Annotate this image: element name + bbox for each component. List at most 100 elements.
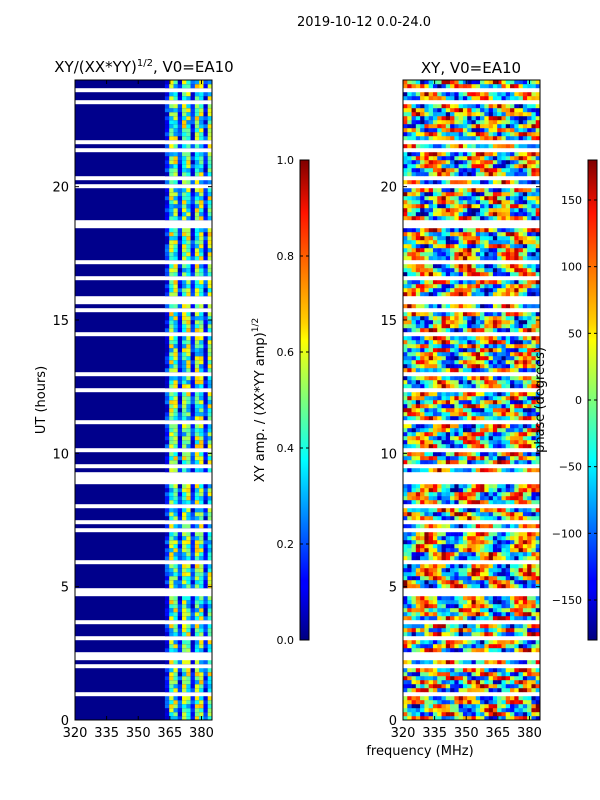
heat-cell	[190, 376, 196, 381]
heat-cell	[475, 628, 481, 633]
heat-cell	[407, 708, 412, 713]
heat-cell	[424, 668, 429, 673]
heat-cell	[164, 392, 170, 397]
heat-row	[75, 508, 212, 513]
heat-cell	[420, 272, 425, 277]
heat-cell	[203, 144, 208, 149]
heat-cell	[164, 292, 170, 297]
heat-cell	[182, 688, 187, 693]
heat-cell	[535, 484, 541, 489]
heat-cell	[207, 320, 213, 325]
heat-cell	[450, 376, 455, 381]
heat-cell	[518, 676, 524, 681]
heat-cell	[492, 292, 498, 297]
heat-cell	[169, 192, 174, 197]
heat-cell	[190, 544, 196, 549]
heat-cell	[203, 152, 208, 157]
heat-cell	[497, 380, 502, 385]
heat-cell	[415, 172, 421, 177]
heat-cell	[420, 428, 425, 433]
heat-cell	[428, 312, 434, 317]
heat-cell	[488, 368, 494, 373]
left-title-main: XY/(XX*YY)	[54, 58, 137, 76]
heat-cell	[445, 180, 451, 185]
heat-cell	[531, 668, 536, 673]
heat-cell	[164, 564, 170, 569]
heat-cell	[475, 568, 481, 573]
heat-cell	[432, 660, 438, 665]
heat-cell	[441, 364, 447, 369]
heat-cell	[432, 688, 438, 693]
heat-cell	[415, 248, 421, 253]
heat-cell	[462, 640, 468, 645]
heat-cell	[514, 532, 519, 537]
heat-cell	[437, 324, 442, 329]
heat-cell	[190, 172, 196, 177]
heat-cell	[514, 428, 519, 433]
heat-cell	[475, 292, 481, 297]
heat-cell	[458, 216, 464, 221]
heat-cell	[403, 360, 408, 365]
heat-cell	[207, 208, 213, 213]
heat-cell	[203, 80, 208, 85]
heat-cell	[497, 484, 502, 489]
heat-cell	[177, 320, 183, 325]
heat-cell	[484, 604, 489, 609]
heat-cell	[403, 540, 408, 545]
heat-cell	[450, 424, 455, 429]
heat-cell	[488, 316, 494, 321]
heat-cell	[199, 632, 204, 637]
heat-cell	[169, 284, 174, 289]
heat-cell	[164, 496, 170, 501]
heat-cell	[522, 196, 528, 201]
heat-cell	[190, 152, 196, 157]
heat-cell	[480, 648, 485, 653]
heat-cell	[462, 644, 468, 649]
heat-cell	[454, 256, 459, 261]
heat-cell	[186, 96, 191, 101]
heat-cell	[173, 324, 178, 329]
heat-cell	[407, 236, 412, 241]
heat-cell	[488, 508, 494, 513]
heat-cell	[505, 264, 511, 269]
heat-cell	[169, 132, 174, 137]
heat-cell	[190, 680, 196, 685]
heat-cell	[475, 540, 481, 545]
heat-cell	[432, 428, 438, 433]
heat-cell	[514, 712, 519, 717]
heat-cell	[467, 628, 472, 633]
heat-cell	[505, 336, 511, 341]
heat-cell	[190, 364, 196, 369]
heat-cell	[467, 468, 472, 473]
heat-cell	[199, 380, 204, 385]
heat-cell	[164, 544, 170, 549]
heat-cell	[505, 288, 511, 293]
heat-cell	[471, 580, 476, 585]
heat-cell	[514, 216, 519, 221]
heat-cell	[199, 416, 204, 421]
heat-cell	[475, 244, 481, 249]
heat-cell	[207, 256, 213, 261]
heat-cell	[527, 204, 532, 209]
heat-cell	[501, 688, 506, 693]
heat-cell	[514, 512, 519, 517]
heat-cell	[194, 80, 200, 85]
heat-cell	[424, 548, 429, 553]
heat-cell	[169, 120, 174, 125]
heat-cell	[445, 612, 451, 617]
heat-cell	[177, 160, 183, 165]
heat-cell	[514, 404, 519, 409]
heat-cell	[488, 400, 494, 405]
heat-cell	[467, 496, 472, 501]
heat-cell	[454, 416, 459, 421]
heat-cell	[428, 424, 434, 429]
heat-cell	[480, 432, 485, 437]
heat-cell	[177, 532, 183, 537]
heat-cell	[535, 488, 541, 493]
heat-cell	[164, 612, 170, 617]
heat-cell	[407, 440, 412, 445]
heat-cell	[169, 144, 174, 149]
flagged-row	[75, 528, 212, 533]
heat-cell	[164, 124, 170, 129]
flagged-row	[75, 652, 212, 657]
